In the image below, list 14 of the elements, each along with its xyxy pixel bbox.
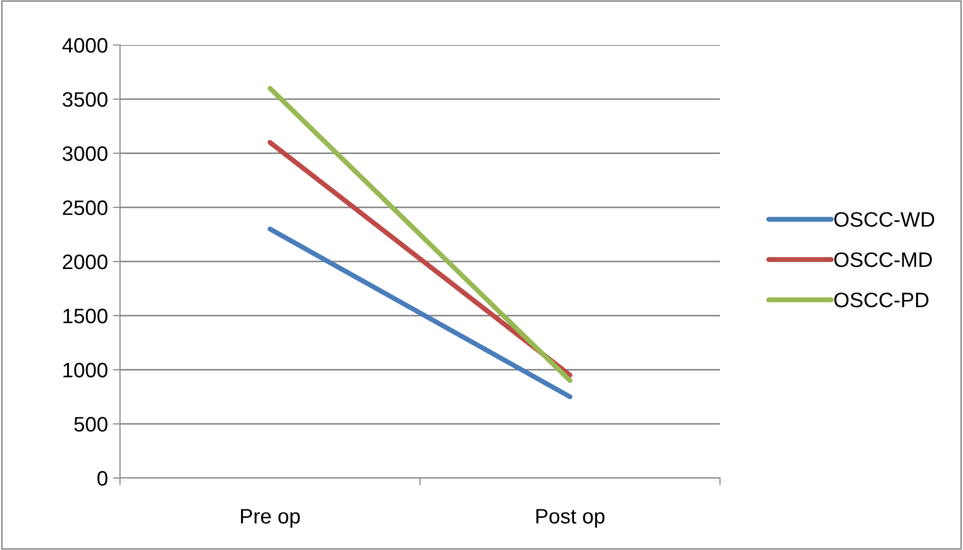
y-tick-label: 1500 [63,308,108,324]
y-tick-label: 1000 [63,362,108,378]
y-tick-label: 3500 [62,92,108,107]
y-tick-label: 0 [97,471,108,486]
y-tick-label: 500 [74,416,108,432]
y-tick-label: 2500 [62,200,108,216]
y-tick-label: 2000 [62,254,108,270]
x-tick-label: Pre op [241,509,300,528]
legend-label: OSCC-WD [834,212,934,227]
legend-label: OSCC-MD [834,252,932,268]
legend-label: OSCC-PD [834,292,928,308]
x-tick-label: Post op [536,509,604,528]
y-tick-label: 4000 [62,38,108,53]
y-tick-label: 3000 [62,146,108,162]
